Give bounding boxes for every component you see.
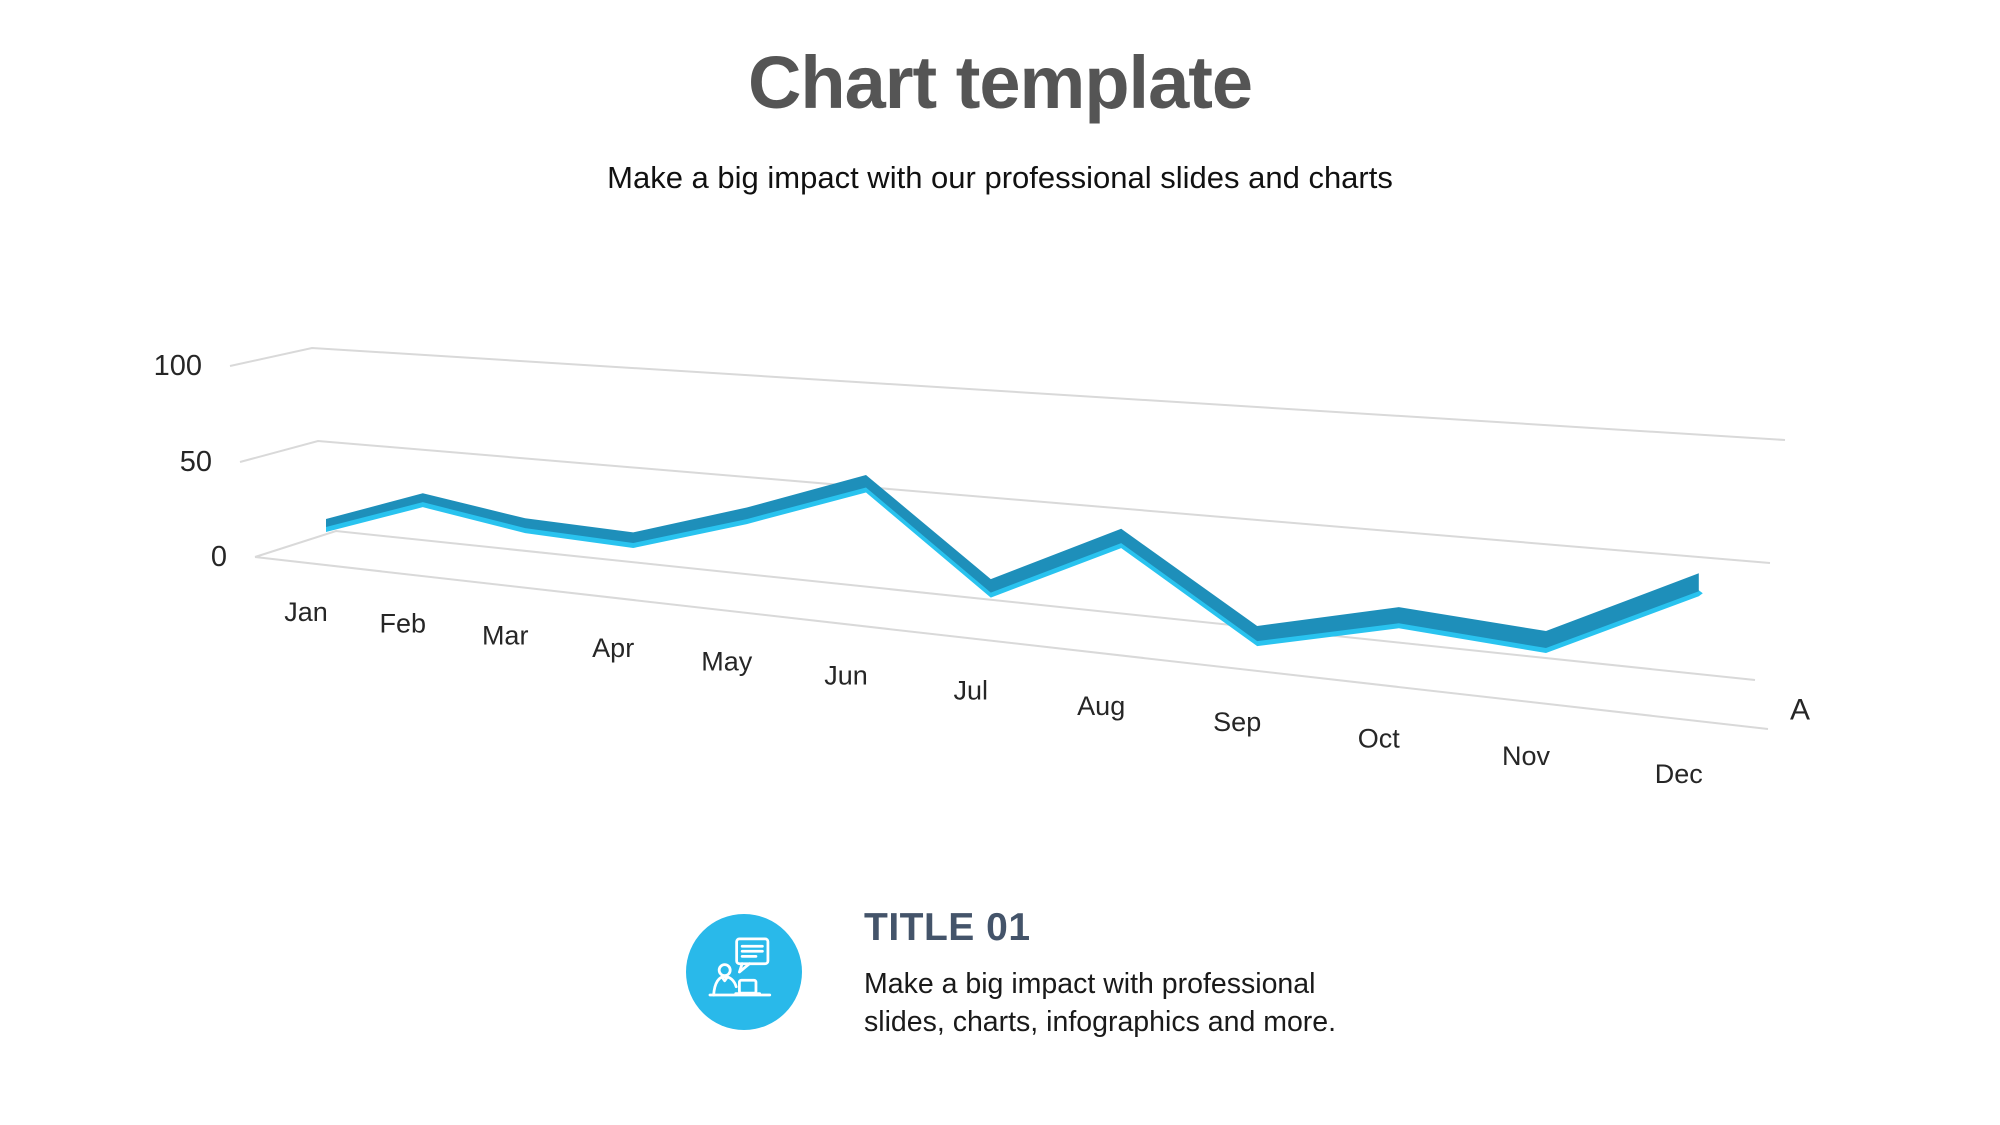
x-axis-label-jan: Jan bbox=[284, 597, 328, 627]
x-axis-label-feb: Feb bbox=[380, 608, 427, 638]
presenter-with-speech-bubble-icon bbox=[686, 914, 802, 1030]
callout-title-01: TITLE 01 Make a big impact with professi… bbox=[686, 906, 1354, 1041]
speech-bubble-pointer bbox=[738, 962, 751, 974]
x-axis-label-jul: Jul bbox=[954, 675, 989, 705]
x-axis-label-sep: Sep bbox=[1213, 707, 1261, 737]
person-head bbox=[717, 963, 732, 978]
gridline-50 bbox=[239, 439, 1771, 564]
speech-bubble-icon bbox=[735, 937, 770, 966]
callout-description: Make a big impact with professional slid… bbox=[864, 968, 1337, 1038]
x-axis-label-nov: Nov bbox=[1502, 741, 1551, 771]
gridline-0 bbox=[254, 529, 1756, 681]
x-axis-label-dec: Dec bbox=[1655, 759, 1703, 789]
callout-text-block: TITLE 01 Make a big impact with professi… bbox=[864, 906, 1354, 1041]
y-axis-tick-label: 100 bbox=[154, 350, 202, 382]
x-axis-label-oct: Oct bbox=[1358, 724, 1401, 754]
category-axis-line bbox=[254, 556, 1769, 730]
laptop-icon bbox=[738, 978, 758, 995]
page-title: Chart template bbox=[747, 41, 1253, 124]
series-ribbon-top-surface bbox=[326, 474, 1699, 649]
series-axis-label: A bbox=[1790, 694, 1810, 727]
x-axis-label-jun: Jun bbox=[824, 661, 868, 691]
page-subtitle: Make a big impact with our professional … bbox=[607, 160, 1393, 195]
person-body bbox=[712, 975, 738, 997]
x-axis-label-may: May bbox=[701, 647, 753, 677]
y-axis-tick-label: 50 bbox=[180, 446, 212, 478]
callout-title: TITLE 01 bbox=[864, 906, 1031, 949]
speech-bubble-text-lines bbox=[740, 944, 764, 958]
y-axis-tick-label: 0 bbox=[211, 541, 227, 573]
gridline-100 bbox=[229, 346, 1786, 441]
x-axis-label-mar: Mar bbox=[482, 621, 529, 651]
x-axis-label-aug: Aug bbox=[1077, 691, 1125, 721]
person-collar bbox=[720, 975, 729, 983]
x-axis-label-apr: Apr bbox=[592, 633, 634, 663]
